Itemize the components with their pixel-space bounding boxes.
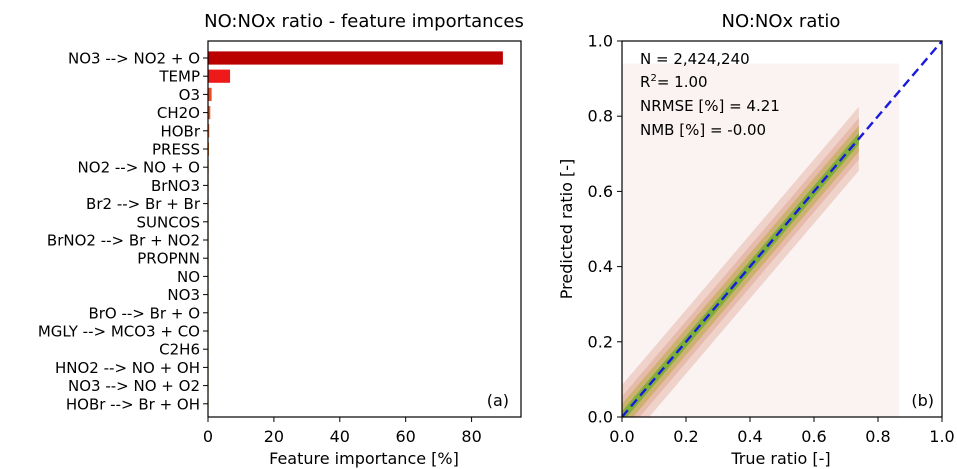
y-tick-label: 0.6: [588, 182, 613, 201]
feature-label: NO2 --> NO + O: [78, 159, 200, 177]
x-axis-ticks: 0.0 0.2 0.4 0.6 0.8 1.0: [609, 417, 955, 446]
panel-b-ylabel: Predicted ratio [-]: [557, 159, 576, 299]
x-tick-label: 0.2: [673, 427, 698, 446]
x-tick-label: 0.0: [609, 427, 634, 446]
x-tick-label: 0.6: [801, 427, 826, 446]
x-tick-label: 0.8: [865, 427, 890, 446]
feature-label: NO3 --> NO + O2: [68, 377, 200, 395]
feature-label: HOBr --> Br + OH: [66, 395, 200, 413]
x-tick-label: 80: [461, 427, 481, 446]
feature-label: SUNCOS: [136, 213, 200, 231]
panel-b-frame: [621, 40, 943, 418]
feature-label: HNO2 --> NO + OH: [55, 359, 200, 377]
feature-bar: [208, 69, 231, 83]
panel-a-title: NO:NOx ratio - feature importances: [204, 11, 524, 32]
x-tick-label: 40: [330, 427, 350, 446]
feature-bar: [208, 87, 212, 101]
feature-bar: [208, 124, 210, 138]
feature-label: BrNO3: [151, 177, 200, 195]
feature-label: NO3 --> NO2 + O: [68, 50, 200, 68]
x-tick-label: 0: [203, 427, 213, 446]
stat-nrmse: NRMSE [%] = 4.21: [640, 97, 780, 115]
panel-b-xlabel: True ratio [-]: [730, 449, 830, 468]
y-tick-label: 0.4: [588, 257, 613, 276]
feature-label: CH2O: [157, 104, 200, 122]
y-tick-label: 1.0: [588, 32, 613, 51]
feature-label: MGLY --> MCO3 + CO: [38, 323, 200, 341]
feature-bar: [208, 106, 211, 120]
stat-n: N = 2,424,240: [640, 50, 750, 68]
one-to-one-line: [622, 41, 942, 417]
stat-r2-prefix: R: [640, 73, 650, 91]
x-tick-label: 0.4: [737, 427, 762, 446]
y-axis-ticks: 0.0 0.2 0.4 0.6 0.8 1.0: [588, 32, 622, 427]
feature-label: O3: [179, 86, 200, 104]
feature-label: TEMP: [158, 68, 200, 86]
stat-r2-sup: 2: [650, 73, 656, 84]
feature-label: PRESS: [152, 141, 200, 159]
y-tick-label: 0.0: [588, 408, 613, 427]
feature-importance-panel: NO:NOx ratio - feature importances NO3 -…: [38, 11, 524, 468]
feature-label: BrO --> Br + O: [88, 304, 200, 322]
x-tick-label: 60: [396, 427, 416, 446]
x-axis-ticks: 0 20 40 60 80: [203, 417, 482, 446]
panel-b-title: NO:NOx ratio: [722, 11, 841, 32]
panel-a-label: (a): [487, 391, 509, 410]
panel-a-xlabel: Feature importance [%]: [269, 449, 459, 468]
stat-nmb: NMB [%] = -0.00: [640, 121, 766, 139]
feature-label: PROPNN: [137, 250, 200, 268]
feature-bar: [208, 51, 503, 65]
feature-label: HOBr: [160, 122, 200, 140]
panel-a-frame: [207, 40, 522, 418]
y-tick-label: 0.2: [588, 332, 613, 351]
x-tick-label: 20: [264, 427, 284, 446]
x-tick-label: 1.0: [929, 427, 954, 446]
panel-b-label: (b): [911, 391, 934, 410]
feature-label: C2H6: [159, 341, 200, 359]
feature-label: BrNO2 --> Br + NO2: [47, 232, 200, 250]
feature-bars: [208, 51, 503, 411]
ratio-scatter-panel: NO:NOx ratio 0.0 0.2 0.4 0.6 0.8 1.0 0.00.20.…: [557, 11, 955, 468]
feature-label: NO: [177, 268, 200, 286]
feature-label: Br2 --> Br + Br: [86, 195, 201, 213]
stat-r2-value: = 1.00: [657, 73, 708, 91]
feature-label: NO3: [167, 286, 200, 304]
stat-r2: R2= 1.00: [640, 73, 708, 91]
y-tick-label: 0.8: [588, 107, 613, 126]
